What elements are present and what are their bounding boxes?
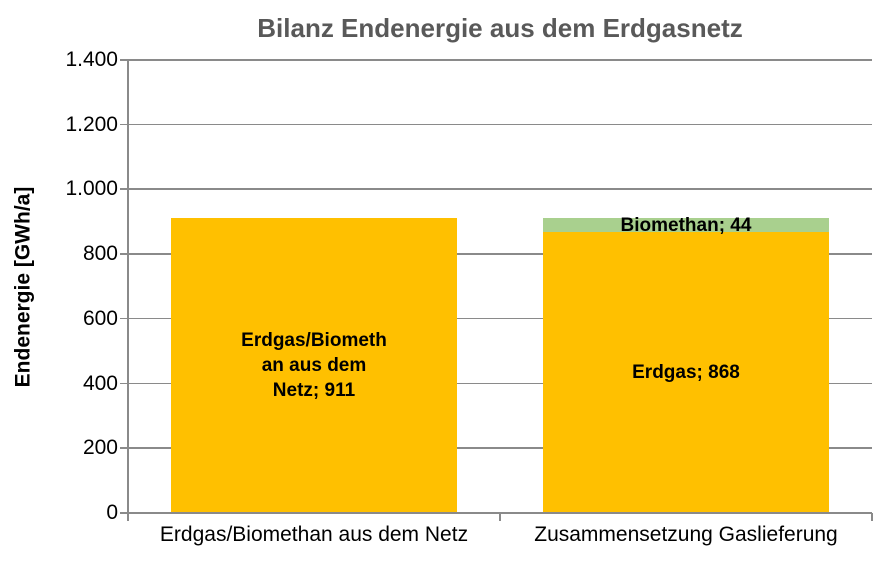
y-tick-mark	[120, 317, 128, 320]
y-tick-label: 1.200	[65, 112, 118, 136]
gridline	[128, 188, 872, 190]
y-tick-label: 1.400	[65, 48, 118, 71]
y-tick-mark	[120, 512, 128, 514]
bar-segment-erdgas-biomethan-aus-dem-netz: Erdgas/Biometh an aus dem Netz; 911	[171, 218, 457, 513]
x-category-label: Zusammensetzung Gaslieferung	[534, 523, 838, 546]
data-label-erdgas: Erdgas; 868	[632, 362, 740, 384]
y-tick-mark	[120, 447, 128, 449]
bar-segment-erdgas: Erdgas; 868	[543, 232, 829, 513]
x-tick-mark	[499, 513, 501, 521]
y-tick-mark	[120, 253, 128, 255]
y-tick-mark	[120, 188, 128, 190]
x-tick-mark	[871, 513, 873, 521]
y-tick-label: 0	[106, 501, 118, 524]
y-axis-line	[127, 60, 129, 521]
chart-title: Bilanz Endenergie aus dem Erdgasnetz	[257, 13, 743, 43]
y-tick-label: 600	[82, 306, 118, 330]
y-axis-title-text: Endenergie [GWh/a]	[11, 186, 34, 387]
gridline	[128, 123, 872, 126]
y-tick-mark	[120, 382, 128, 385]
gridline	[128, 59, 872, 61]
data-label-erdgas-biomethan-aus-dem-netz: Erdgas/Biometh an aus dem Netz; 911	[241, 330, 387, 402]
y-tick-mark	[120, 59, 128, 61]
y-tick-label: 400	[82, 371, 118, 395]
bar-segment-biomethan: Biomethan; 44	[543, 215, 829, 236]
gridline	[128, 447, 872, 449]
y-tick-mark	[120, 123, 128, 126]
data-label-biomethan: Biomethan; 44	[620, 214, 752, 236]
x-axis-line	[128, 512, 872, 514]
gridline	[128, 317, 872, 320]
y-tick-label: 200	[82, 436, 118, 460]
y-tick-label: 800	[82, 242, 118, 266]
gridline	[128, 382, 872, 385]
y-tick-label: 1.000	[65, 177, 118, 201]
x-tick-mark	[127, 513, 129, 521]
x-category-label: Erdgas/Biomethan aus dem Netz	[159, 523, 469, 546]
gridline	[128, 253, 872, 255]
